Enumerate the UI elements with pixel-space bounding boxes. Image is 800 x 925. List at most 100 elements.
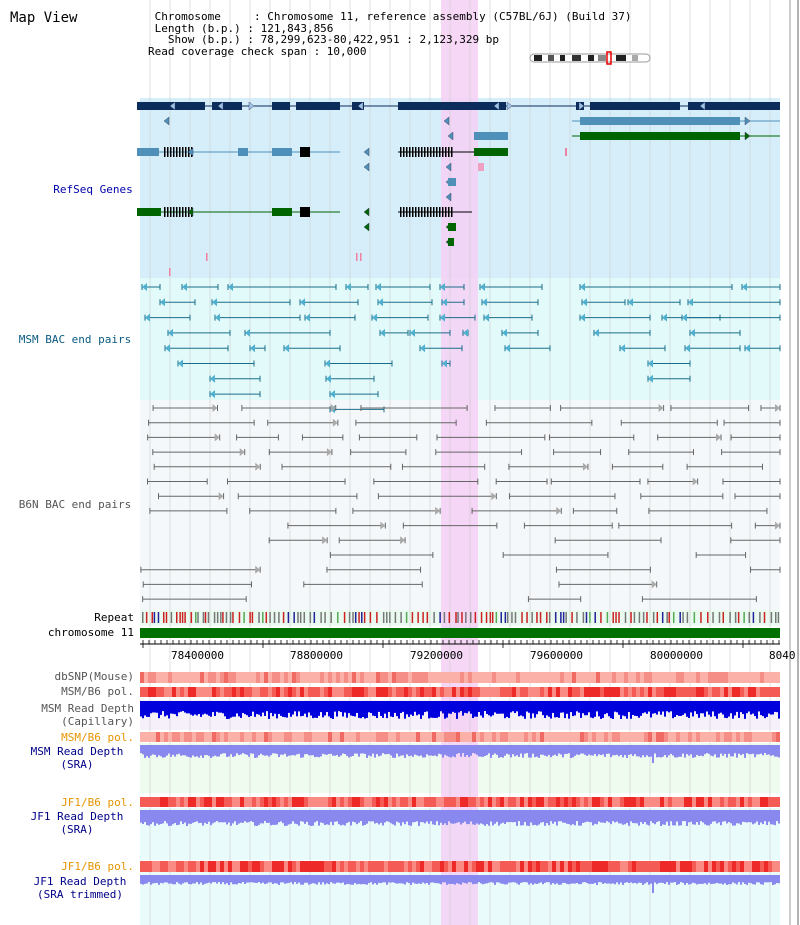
gene-exon: [448, 178, 456, 186]
heat-cell: [324, 732, 328, 742]
depth-bar: [204, 810, 206, 823]
depth-bar: [350, 745, 352, 757]
heat-cell: [544, 861, 548, 872]
refseq-gene-features[interactable]: [137, 101, 780, 276]
info-length: Length (b.p.) : 121,843,856: [148, 21, 334, 35]
heat-cell: [328, 687, 332, 697]
depth-bar: [156, 875, 158, 883]
depth-bar: [606, 745, 608, 754]
track-label-jf1-b6-pol[interactable]: JF1/B6 pol.: [61, 796, 134, 809]
depth-bar: [418, 810, 420, 826]
repeat-mark: [461, 612, 463, 623]
depth-bar: [148, 745, 150, 758]
depth-bar: [426, 701, 428, 712]
gene-exon: [590, 102, 680, 110]
msm-bac-end: [463, 328, 468, 337]
repeat-mark: [309, 612, 312, 623]
heat-cell: [712, 672, 716, 683]
repeat-mark: [722, 612, 725, 623]
heat-cell: [612, 797, 616, 807]
track-label-jf1-depth-trimmed[interactable]: JF1 Read Depth (SRA trimmed): [20, 875, 140, 901]
repeat-mark: [585, 612, 588, 623]
depth-bar: [238, 745, 240, 756]
depth-bar: [196, 701, 198, 716]
track-label-msm-depth-capillary[interactable]: MSM Read Depth (Capillary): [20, 702, 134, 728]
depth-bar: [278, 745, 280, 757]
heat-cell: [524, 797, 528, 807]
chromosome-bar[interactable]: [140, 628, 780, 638]
heat-cell: [512, 861, 516, 872]
depth-bar: [358, 701, 360, 718]
msm-bac-end: [410, 328, 415, 337]
depth-bar: [422, 875, 424, 883]
heat-cell: [724, 861, 728, 872]
gene-exon: [412, 147, 414, 157]
depth-bar: [604, 875, 606, 884]
heat-cell: [248, 861, 252, 872]
heat-cell: [248, 797, 252, 807]
heat-cell: [676, 797, 680, 807]
msm-bac-features[interactable]: [141, 283, 781, 414]
depth-bar: [244, 875, 246, 884]
depth-bar: [668, 701, 670, 713]
chromosome-ideogram[interactable]: [529, 51, 651, 65]
heat-cell: [160, 861, 164, 872]
depth-bar: [538, 701, 540, 712]
depth-bar: [672, 701, 674, 719]
depth-bar: [632, 701, 634, 715]
track-label-dbsnp[interactable]: dbSNP(Mouse): [54, 670, 134, 683]
depth-bar: [164, 701, 166, 717]
depth-bar: [476, 701, 478, 717]
depth-bar: [734, 701, 736, 716]
depth-bar: [554, 745, 556, 755]
heat-cell: [568, 732, 572, 742]
track-label-jf1-depth-sra[interactable]: JF1 Read Depth (SRA): [20, 810, 134, 836]
gene-exon: [182, 207, 184, 217]
track-label-b6n-bac[interactable]: B6N BAC end pairs: [18, 498, 132, 511]
depth-bar: [692, 701, 694, 717]
heat-cell: [704, 861, 708, 872]
heat-cell: [256, 797, 260, 807]
track-label-msm-bac[interactable]: MSM BAC end pairs: [18, 333, 132, 346]
depth-bar: [396, 701, 398, 717]
track-label-repeat[interactable]: Repeat: [94, 611, 134, 624]
repeat-mark: [774, 612, 777, 623]
heat-cell: [664, 861, 668, 872]
depth-bar: [774, 701, 776, 712]
heat-cell: [392, 861, 396, 872]
depth-bar: [496, 701, 498, 714]
heat-cell: [588, 861, 592, 872]
repeat-mark: [348, 612, 351, 623]
depth-bar: [618, 875, 620, 885]
heat-cell: [708, 732, 712, 742]
depth-bar: [154, 745, 156, 755]
track-label-msm-depth-sra[interactable]: MSM Read Depth (SRA): [20, 745, 134, 771]
depth-bar: [480, 875, 482, 884]
heat-cell: [752, 797, 756, 807]
track-label-refseq[interactable]: RefSeq Genes: [53, 183, 133, 196]
heatmap-tracks[interactable]: [140, 672, 780, 872]
track-label-msm-b6-pol[interactable]: MSM/B6 pol.: [61, 685, 134, 698]
b6n-bac-features[interactable]: [140, 404, 781, 603]
depth-bar: [142, 875, 144, 885]
depth-bar: [576, 875, 578, 883]
highlight-region[interactable]: [441, 0, 478, 925]
depth-bar: [710, 810, 712, 824]
heat-cell: [632, 672, 636, 683]
gene-exon: [424, 207, 426, 217]
depth-bar: [692, 875, 694, 883]
depth-bar: [470, 810, 472, 822]
heat-cell: [500, 861, 504, 872]
depth-tracks[interactable]: [140, 701, 780, 893]
heat-cell: [204, 861, 208, 872]
depth-bar: [442, 810, 444, 825]
track-label-jf1-b6-pol-2[interactable]: JF1/B6 pol.: [61, 860, 134, 873]
repeat-features[interactable]: [142, 612, 780, 623]
depth-bar: [714, 810, 716, 822]
repeat-mark: [394, 612, 397, 623]
track-label-msm-b6-pol-2[interactable]: MSM/B6 pol.: [61, 731, 134, 744]
depth-bar: [730, 701, 732, 714]
depth-bar: [146, 745, 148, 757]
depth-bar: [764, 701, 766, 719]
